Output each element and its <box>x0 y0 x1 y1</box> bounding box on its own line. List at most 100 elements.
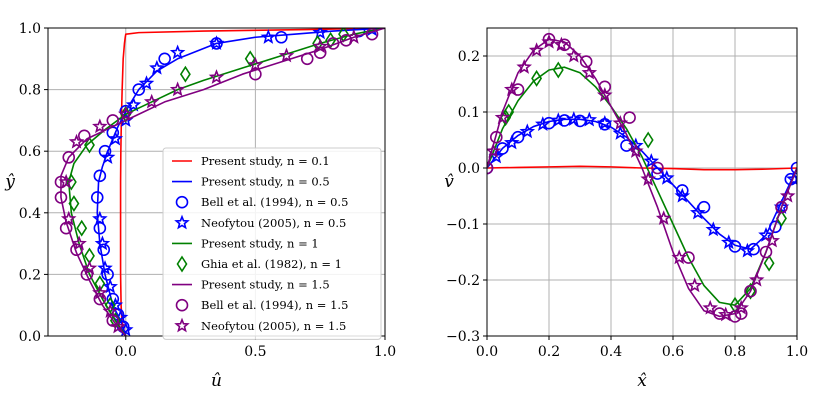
circle-point <box>275 30 288 44</box>
right-y-tick-label: −0.3 <box>446 329 480 345</box>
circle-point <box>106 114 120 127</box>
star-point <box>658 169 675 185</box>
circle-point <box>759 245 773 259</box>
circle-point <box>62 151 76 164</box>
star-point <box>612 115 629 130</box>
circle-point <box>675 184 689 197</box>
circle-point <box>775 200 788 214</box>
star-point <box>278 47 295 63</box>
series-neofytou-2005-n-1-5 <box>487 33 796 322</box>
line-present-study-n-1-5 <box>487 38 797 318</box>
star-point <box>503 134 520 150</box>
diamond-point <box>76 219 88 237</box>
legend-entry: Bell et al. (1994), n = 0.5 <box>175 195 348 209</box>
circle-point <box>313 46 327 59</box>
star-point <box>643 153 660 168</box>
right-y-tick-label: 0.0 <box>458 161 480 177</box>
left-x-tick-label: 0.5 <box>244 344 266 360</box>
legend-label: Neofytou (2005), n = 0.5 <box>201 216 346 230</box>
legend-entry: Neofytou (2005), n = 1.5 <box>174 317 346 333</box>
star-point <box>764 232 781 248</box>
star-point <box>102 278 119 294</box>
circle-point <box>747 242 760 256</box>
star-point <box>758 227 774 242</box>
star-point <box>99 149 116 164</box>
star-point <box>494 109 511 125</box>
star-point <box>717 306 734 322</box>
legend-label: Present study, n = 0.5 <box>201 175 330 189</box>
circle-point <box>487 161 494 175</box>
left-x-axis-label: û <box>211 371 222 391</box>
star-point <box>346 29 362 44</box>
right-y-tick-label: 0.1 <box>458 105 480 121</box>
series-bell-et-al-1994-n-1-5 <box>487 32 788 323</box>
left-y-axis-label: ŷ <box>4 172 15 192</box>
left-y-tick-label: 1.0 <box>19 21 41 37</box>
diamond-point <box>552 61 564 79</box>
star-point <box>503 81 520 97</box>
legend-label: Present study, n = 1.5 <box>201 278 330 292</box>
star-point <box>60 210 77 226</box>
star-point <box>247 56 264 72</box>
circle-point <box>93 169 107 183</box>
legend-circle-swatch <box>175 195 189 209</box>
diamond-point <box>763 254 775 272</box>
legend-label: Present study, n = 1 <box>201 236 319 250</box>
star-point <box>92 284 108 300</box>
diamond-point <box>642 131 654 149</box>
star-point <box>110 318 126 334</box>
circle-point <box>623 111 636 124</box>
diamond-point <box>745 282 756 300</box>
left-y-tick-label: 0.6 <box>19 144 41 160</box>
star-point <box>640 171 657 186</box>
circle-point <box>579 55 593 68</box>
star-point <box>739 242 756 258</box>
circle-point <box>249 67 262 81</box>
star-point <box>720 234 737 250</box>
right-y-tick-label: 0.2 <box>458 49 480 65</box>
series-present-study-n-1-5 <box>487 38 797 318</box>
legend-label: Ghia et al. (1982), n = 1 <box>201 257 342 271</box>
legend-entry: Neofytou (2005), n = 0.5 <box>174 214 346 230</box>
star-point <box>208 35 225 51</box>
legend-entry: Present study, n = 1.5 <box>172 278 330 292</box>
right-y-tick-label: −0.2 <box>446 273 480 289</box>
legend-box <box>162 147 382 340</box>
circle-point <box>90 191 104 204</box>
circle-point <box>598 80 612 94</box>
circle-point <box>54 175 68 189</box>
left-y-tick-label: 0.2 <box>19 267 41 283</box>
right-x-tick-label: 0.6 <box>662 344 684 360</box>
line-present-study-n-1 <box>487 66 797 307</box>
star-point <box>519 123 536 139</box>
right-x-axis-label: x̂ <box>637 371 647 391</box>
circle-point <box>558 114 571 127</box>
star-point <box>92 118 108 134</box>
legend-entry: Bell et al. (1994), n = 1.5 <box>175 298 348 312</box>
left-y-tick-label: 0.0 <box>19 329 41 345</box>
circle-point <box>77 129 91 143</box>
right-velocity-profile-panel: 0.0 0.2 0.4 0.6 0.8 1.0−0.3−0.2−0.10.00.10.2 … <box>444 27 808 391</box>
circle-point <box>511 83 525 96</box>
star-point <box>92 210 108 226</box>
right-ticks: 0.0 0.2 0.4 0.6 0.8 1.0 −0.3 −0.2 −0.1 0.0 0.1 0.2 <box>446 49 808 360</box>
star-point <box>581 111 598 127</box>
circle-point <box>651 167 664 180</box>
star-point <box>117 106 134 121</box>
star-point <box>748 271 765 287</box>
right-axes-frame <box>486 27 798 337</box>
diamond-point <box>68 195 80 213</box>
right-series-group <box>487 32 797 323</box>
legend-label: Present study, n = 0.1 <box>201 154 330 168</box>
legend-star-swatch <box>174 214 190 230</box>
star-point <box>169 81 186 97</box>
star-point <box>786 171 797 186</box>
series-neofytou-2005-n-1-5 <box>58 29 362 334</box>
circle-point <box>326 37 340 50</box>
left-y-tick-label: 0.8 <box>19 83 41 99</box>
circle-point <box>106 292 120 306</box>
legend-circle-swatch <box>175 298 189 312</box>
star-point <box>143 93 160 109</box>
left-velocity-profile-panel: 0.0 0.5 1.0 0.0 0.2 0.4 0.6 0.8 1.0 û ŷ Present … <box>4 21 396 391</box>
left-series-group <box>54 28 385 336</box>
